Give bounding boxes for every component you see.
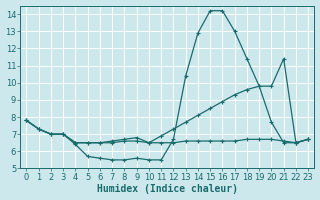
X-axis label: Humidex (Indice chaleur): Humidex (Indice chaleur) (97, 184, 238, 194)
